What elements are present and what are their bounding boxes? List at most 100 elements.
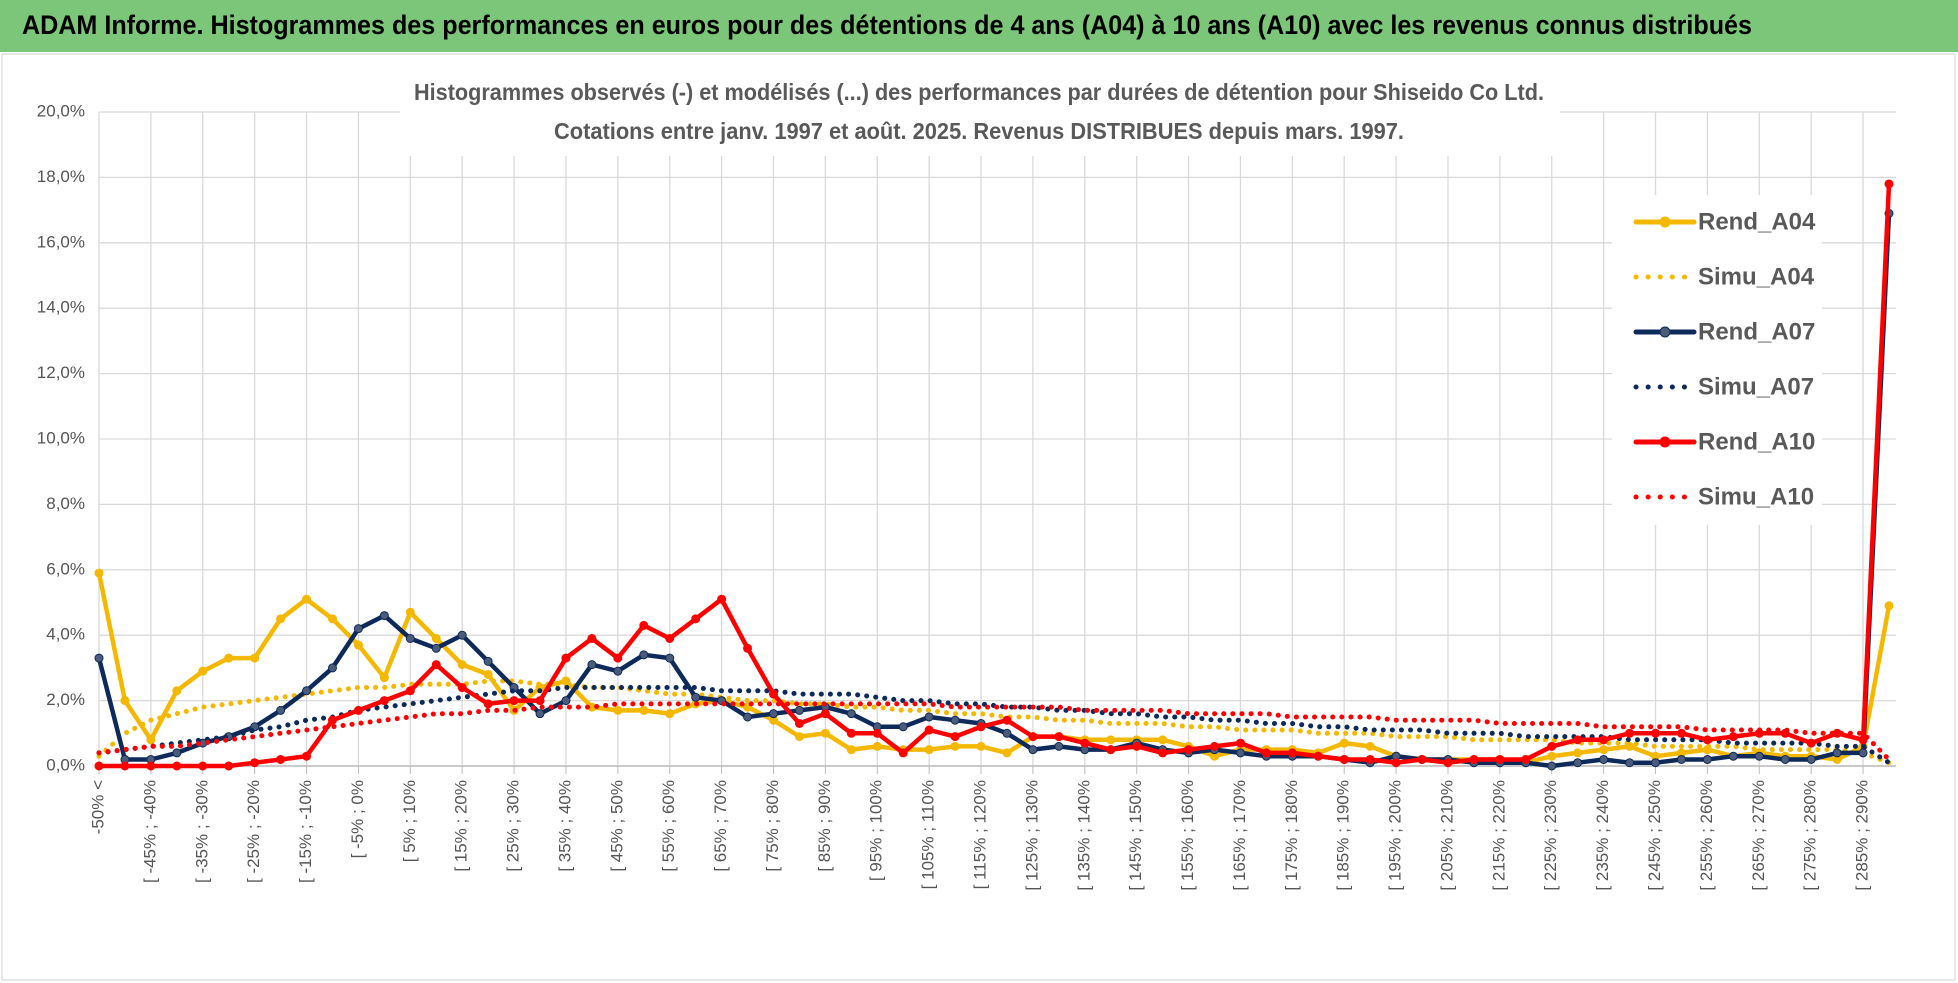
- data-point: [1235, 738, 1245, 748]
- data-point: [1443, 758, 1453, 768]
- x-tick-label: -50% <: [88, 780, 107, 834]
- data-point: [405, 607, 415, 617]
- x-tick-label: [ 35% ; 40%: [555, 780, 574, 872]
- data-point: [1339, 754, 1349, 764]
- data-point: [639, 620, 649, 630]
- data-point: [379, 696, 389, 706]
- data-point: [639, 705, 649, 715]
- data-point: [1573, 735, 1583, 745]
- x-tick-label: [ 205% ; 210%: [1437, 780, 1456, 891]
- x-tick-label: [ 235% ; 240%: [1593, 780, 1612, 891]
- data-point: [1573, 758, 1583, 768]
- data-point: [224, 761, 234, 771]
- data-point: [1106, 745, 1116, 755]
- data-point: [276, 614, 286, 624]
- data-point: [1547, 741, 1557, 751]
- data-point: [846, 709, 856, 719]
- y-tick-label: 4,0%: [46, 625, 85, 644]
- data-point: [379, 673, 389, 683]
- data-point: [1573, 748, 1583, 758]
- data-point: [250, 758, 260, 768]
- data-point: [1261, 748, 1271, 758]
- data-point: [120, 696, 130, 706]
- x-tick-label: [ 95% ; 100%: [867, 780, 886, 881]
- data-point: [1599, 745, 1609, 755]
- data-point: [768, 709, 778, 719]
- data-point: [1702, 735, 1712, 745]
- data-point: [1028, 745, 1038, 755]
- legend-label: Simu_A04: [1698, 263, 1815, 290]
- data-point: [794, 705, 804, 715]
- title-backdrop: [400, 76, 1560, 156]
- data-point: [794, 718, 804, 728]
- y-tick-label: 14,0%: [37, 298, 85, 317]
- data-point: [1547, 751, 1557, 761]
- data-point: [302, 594, 312, 604]
- data-point: [1625, 728, 1635, 738]
- data-point: [224, 653, 234, 663]
- data-point: [846, 728, 856, 738]
- data-point: [1676, 728, 1686, 738]
- data-point: [276, 705, 286, 715]
- series-line: [96, 181, 1892, 769]
- legend-label: Rend_A10: [1698, 428, 1815, 455]
- data-point: [976, 741, 986, 751]
- data-point: [924, 725, 934, 735]
- legend-backdrop: [1612, 195, 1822, 525]
- data-point: [405, 686, 415, 696]
- data-point: [1806, 754, 1816, 764]
- data-point: [1469, 754, 1479, 764]
- data-point: [1806, 738, 1816, 748]
- data-point: [457, 683, 467, 693]
- x-tick-label: [ 125% ; 130%: [1022, 780, 1041, 891]
- data-point: [1547, 761, 1557, 771]
- data-point: [457, 660, 467, 670]
- x-tick-label: [ 45% ; 50%: [607, 780, 626, 872]
- data-point: [820, 728, 830, 738]
- legend-label: Rend_A07: [1698, 318, 1815, 345]
- data-point: [1780, 754, 1790, 764]
- data-point: [872, 728, 882, 738]
- data-point: [639, 650, 649, 660]
- data-point: [1365, 741, 1375, 751]
- data-point: [146, 735, 156, 745]
- data-point: [743, 643, 753, 653]
- data-point: [1884, 179, 1894, 189]
- data-point: [1210, 741, 1220, 751]
- x-tick-label: [ 85% ; 90%: [815, 780, 834, 872]
- data-point: [1599, 735, 1609, 745]
- data-point: [717, 594, 727, 604]
- data-point: [1339, 738, 1349, 748]
- x-tick-label: [ 265% ; 270%: [1749, 780, 1768, 891]
- header-title: ADAM Informe. Histogrammes des performan…: [22, 10, 1752, 40]
- data-point: [1002, 715, 1012, 725]
- chart-title: Histogrammes observés (-) et modélisés (…: [414, 79, 1544, 105]
- header-bar: [0, 0, 1958, 52]
- data-point: [198, 666, 208, 676]
- data-point: [950, 732, 960, 742]
- y-tick-label: 16,0%: [37, 232, 85, 251]
- data-point: [431, 643, 441, 653]
- data-point: [1417, 754, 1427, 764]
- legend-marker: [1659, 326, 1671, 338]
- x-tick-label: [ -45% ; -40%: [140, 780, 159, 883]
- x-tick-label: [ 175% ; 180%: [1282, 780, 1301, 891]
- y-tick-label: 0,0%: [46, 755, 85, 774]
- x-tick-label: [ -15% ; -10%: [296, 780, 315, 883]
- data-point: [587, 633, 597, 643]
- data-point: [302, 751, 312, 761]
- x-tick-label: [ 115% ; 120%: [971, 780, 990, 889]
- x-tick-label: [ 25% ; 30%: [504, 780, 523, 872]
- data-point: [846, 745, 856, 755]
- x-tick-label: [ 165% ; 170%: [1230, 780, 1249, 891]
- data-point: [327, 715, 337, 725]
- x-tick-label: [ 65% ; 70%: [711, 780, 730, 872]
- chart-frame: [1, 53, 1956, 981]
- x-tick-label: [ 255% ; 260%: [1697, 780, 1716, 891]
- data-point: [94, 653, 104, 663]
- data-point: [353, 624, 363, 634]
- data-point: [1158, 748, 1168, 758]
- x-tick-label: [ 145% ; 150%: [1126, 780, 1145, 891]
